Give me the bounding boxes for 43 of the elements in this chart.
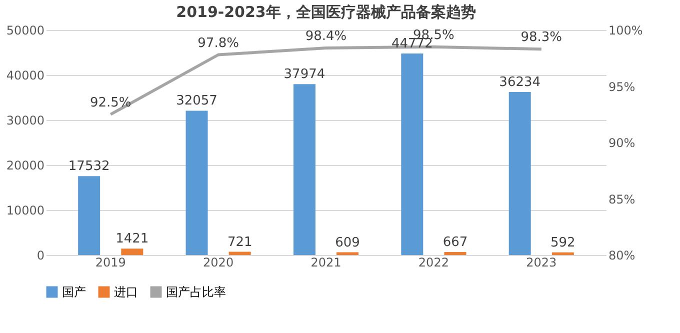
x-tick-label: 2022: [418, 256, 449, 270]
bar: [444, 252, 466, 255]
data-label: 97.8%: [198, 36, 239, 51]
legend-label: 进口: [114, 285, 138, 299]
y-tick-label: 0: [36, 248, 44, 262]
y-tick-label: 40000: [6, 68, 44, 82]
x-tick-label: 2020: [203, 256, 234, 270]
bar: [552, 252, 574, 255]
y2-tick-label: 80%: [608, 248, 636, 262]
data-label: 92.5%: [90, 95, 132, 110]
y-tick-label: 20000: [6, 158, 44, 172]
data-label: 592: [550, 235, 576, 250]
y2-tick-label: 85%: [608, 192, 636, 206]
x-tick-label: 2021: [310, 256, 342, 270]
bar: [186, 110, 208, 255]
data-label: 36234: [499, 74, 541, 90]
y-tick-label: 30000: [6, 114, 44, 128]
bar: [336, 252, 359, 255]
y-tick-label: 10000: [6, 204, 44, 218]
legend-label: 国产: [62, 285, 86, 299]
data-label: 667: [442, 235, 468, 250]
y-tick-label: 50000: [6, 24, 44, 38]
data-label: 98.3%: [520, 30, 562, 46]
y2-tick-label: 95%: [608, 80, 636, 94]
x-tick-label: 2023: [526, 256, 557, 270]
data-label: 37974: [284, 67, 326, 82]
bar: [228, 252, 251, 255]
bar: [78, 176, 100, 255]
data-label: 609: [335, 235, 360, 250]
chart-title: 2019-2023年，全国医疗器械产品备案趋势: [176, 3, 476, 21]
bar: [508, 92, 531, 255]
bar: [293, 84, 316, 255]
data-label: 1421: [116, 232, 149, 247]
y2-tick-label: 90%: [608, 136, 636, 150]
y2-tick-label: 100%: [608, 24, 643, 38]
bar: [121, 248, 144, 255]
data-label: 17532: [68, 159, 110, 174]
x-tick-label: 2019: [95, 256, 126, 270]
data-label: 32057: [176, 94, 218, 109]
data-label: 98.4%: [305, 29, 347, 44]
data-label: 721: [227, 234, 252, 250]
legend-label: 国产占比率: [166, 285, 226, 299]
bar: [401, 54, 424, 255]
